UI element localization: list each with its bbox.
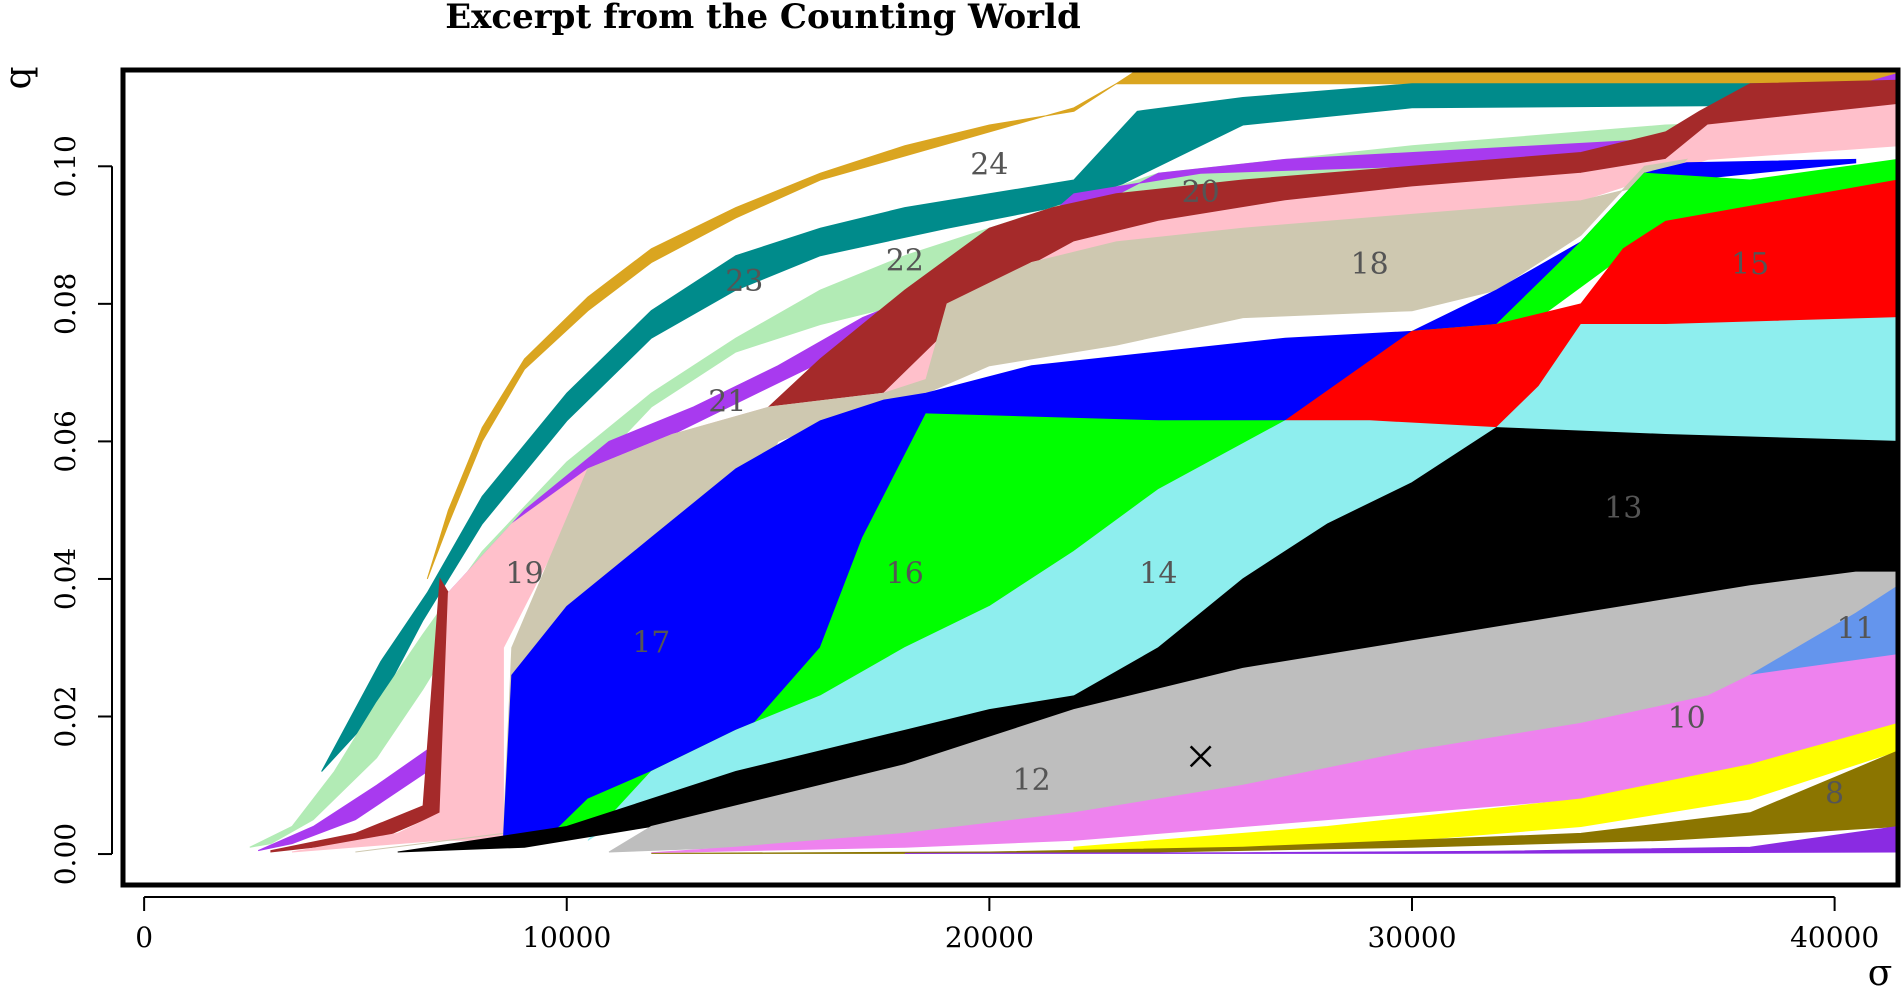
y-axis-label: q (0, 66, 39, 89)
region-label-18: 18 (1351, 247, 1389, 282)
region-label-19: 19 (505, 557, 543, 592)
x-tick-label: 0 (135, 921, 153, 954)
region-label-21: 21 (708, 385, 746, 420)
region-label-23: 23 (725, 264, 763, 299)
region-label-16: 16 (886, 557, 924, 592)
region-label-8: 8 (1825, 777, 1844, 812)
regions-layer (249, 70, 1898, 854)
x-tick-label: 10000 (522, 921, 611, 954)
y-tick-label: 0.08 (49, 273, 82, 335)
region-9 (1073, 722, 1898, 854)
chart-title: Excerpt from the Counting World (445, 0, 1081, 37)
region-label-22: 22 (886, 244, 924, 279)
y-tick-label: 0.02 (49, 685, 82, 747)
region-label-12: 12 (1013, 763, 1051, 798)
y-tick-label: 0.04 (49, 548, 82, 610)
plot-frame (120, 67, 1901, 888)
cross-marker (1189, 745, 1212, 768)
region-23 (321, 83, 1898, 772)
region-label-11: 11 (1837, 612, 1875, 647)
region-24 (426, 70, 1898, 580)
region-7 (904, 825, 1898, 854)
region-8 (651, 750, 1898, 854)
x-tick-label: 20000 (945, 921, 1034, 954)
x-axis-label: σ (1868, 953, 1893, 990)
y-axis: 0.00 0.02 0.04 0.06 0.08 0.10 (49, 135, 113, 885)
region-label-13: 13 (1604, 491, 1642, 526)
y-tick-label: 0.10 (49, 135, 82, 197)
x-tick-label: 30000 (1367, 921, 1456, 954)
region-label-14: 14 (1139, 557, 1177, 592)
region-label-17: 17 (632, 625, 670, 660)
region-label-24: 24 (970, 147, 1008, 182)
x-tick-label: 40000 (1790, 921, 1879, 954)
region-labels-layer: 24 23 22 21 20 19 18 17 16 15 14 13 12 11 10 8 (505, 147, 1874, 811)
marker-layer (1189, 745, 1212, 768)
x-axis: 0 10000 20000 30000 40000 (135, 896, 1879, 954)
region-label-20: 20 (1182, 175, 1220, 210)
region-10 (651, 654, 1898, 854)
region-label-15: 15 (1731, 247, 1769, 282)
y-tick-label: 0.06 (49, 410, 82, 472)
region-label-10: 10 (1668, 701, 1706, 736)
region-18 (355, 158, 1689, 853)
y-tick-label: 0.00 (49, 823, 82, 885)
